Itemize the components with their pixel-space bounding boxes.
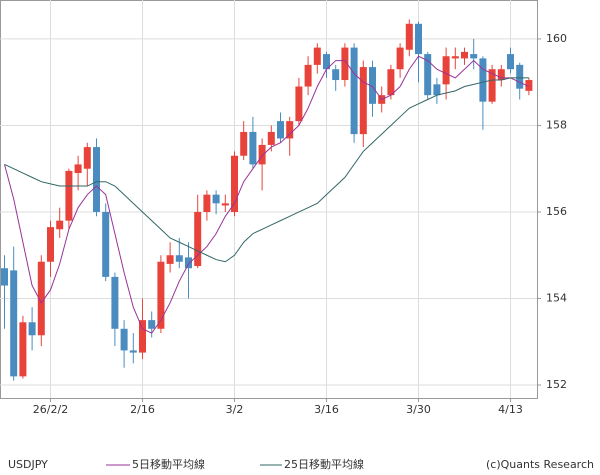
candle-body [10,270,18,377]
x-tick-label: 3/16 [314,403,339,416]
candle-body [65,170,73,221]
candle-body [93,147,100,212]
x-tick-label: 3/30 [406,403,431,416]
candle-body [37,261,45,336]
x-tick-label: 26/2/2 [33,403,68,416]
candle-body [240,131,248,156]
candle-body [433,84,441,96]
candle-body [175,255,183,262]
candle-body [148,320,156,329]
candle-body [525,80,533,91]
candle-body [157,261,165,329]
legend-label: 25日移動平均線 [284,457,364,471]
y-tick-label: 154 [546,292,567,305]
candle-body [313,47,321,65]
y-tick-label: 160 [546,32,567,45]
moving-average-line [4,55,530,334]
plot-area [0,0,538,399]
y-tick-label: 152 [546,378,567,391]
candle-body [461,51,468,59]
candle-body [304,64,312,87]
candle-body [185,257,192,269]
candle-body [111,276,119,329]
candle-body [203,194,211,212]
candle-body [277,121,284,139]
y-tick-label: 156 [546,205,567,218]
candle-body [19,322,27,377]
candle-body [451,56,459,59]
candle-body [470,54,478,59]
candle-body [258,144,266,165]
candle-body [286,121,294,139]
candle-body [387,69,395,96]
candle-body [295,86,303,122]
candle-body [166,255,174,264]
x-tick-label: 3/2 [226,403,244,416]
candle-body [194,211,202,267]
moving-average-line [4,77,529,263]
candle-body [1,268,8,286]
legend: USDJPY 5日移動平均線 25日移動平均線 (c)Quants Resear… [8,457,594,471]
candle-body [129,350,137,353]
plot [1,19,533,381]
candle-body [341,47,349,81]
candle-body [424,54,432,96]
candle-body [359,67,367,135]
candle-body [507,54,514,70]
candle-body [83,147,91,169]
credit: (c)Quants Research [486,458,594,471]
candle-body [332,69,340,81]
candle-body [396,47,404,70]
candle-body [221,203,229,206]
candle-body [479,58,487,102]
candle-body [102,211,110,277]
candle-body [369,67,376,104]
axes: 152 154 156 158 160 26/2/2 2/16 3/2 3/16 3/30 4/13 [33,32,567,416]
candle-body [267,131,275,145]
candle-body [488,69,496,102]
legend-label: USDJPY [8,458,48,471]
candle-body [350,47,358,135]
candle-body [212,194,220,204]
candle-body [249,131,257,165]
candle-body [47,227,54,262]
candle-body [74,164,82,174]
candle-body [56,220,64,230]
y-tick-label: 158 [546,118,567,131]
x-tick-label: 4/13 [498,403,523,416]
candle-body [415,23,422,55]
legend-label: 5日移動平均線 [132,457,205,471]
candle-body [323,54,330,70]
candle-body [120,328,128,351]
candle-body [139,320,146,353]
candle-body [405,23,413,50]
candle-body [28,322,36,336]
candle-body [516,64,524,89]
candle-body [231,155,238,212]
candle-body [442,56,450,85]
x-tick-label: 2/16 [130,403,155,416]
candle-body [497,69,505,81]
